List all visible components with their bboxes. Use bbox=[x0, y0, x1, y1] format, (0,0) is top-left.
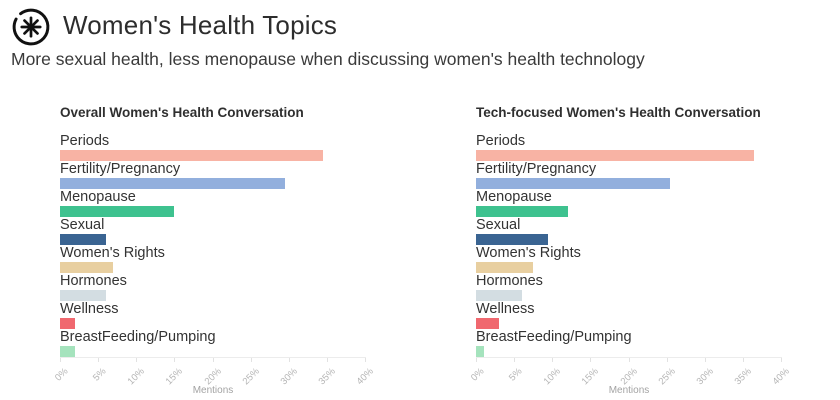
category-label: Periods bbox=[476, 133, 526, 149]
axis-tick-mark bbox=[667, 358, 668, 362]
bar bbox=[476, 262, 534, 273]
bar bbox=[60, 262, 114, 273]
axis-tick-mark bbox=[629, 358, 630, 362]
bar-row: Women's Rights bbox=[60, 245, 390, 273]
axis-tick-mark bbox=[514, 358, 515, 362]
axis-tick-label: 5% bbox=[507, 366, 525, 384]
axis-tick-mark bbox=[705, 358, 706, 362]
category-label: Hormones bbox=[476, 273, 543, 289]
bar bbox=[60, 206, 175, 217]
bar bbox=[476, 346, 484, 357]
bar-row: Menopause bbox=[60, 189, 390, 217]
bar-row: Wellness bbox=[476, 301, 806, 329]
category-label: Women's Rights bbox=[476, 245, 581, 261]
category-label: Fertility/Pregnancy bbox=[60, 161, 181, 177]
bar bbox=[60, 178, 285, 189]
bar-row: Menopause bbox=[476, 189, 806, 217]
axis-tick-label: 0% bbox=[53, 366, 71, 384]
category-label: BreastFeeding/Pumping bbox=[476, 329, 632, 345]
bar-row: Women's Rights bbox=[476, 245, 806, 273]
axis-tick-mark bbox=[327, 358, 328, 362]
bar-row: Sexual bbox=[60, 217, 390, 245]
axis-tick-mark bbox=[289, 358, 290, 362]
bar bbox=[476, 234, 549, 245]
chart-tech-focused: Tech-focused Women's Health Conversation… bbox=[469, 105, 806, 396]
axis-tick-mark bbox=[174, 358, 175, 362]
x-axis-label: Mentions bbox=[608, 385, 650, 396]
bar bbox=[476, 150, 755, 161]
category-label: Menopause bbox=[476, 189, 552, 205]
bar-row: Wellness bbox=[60, 301, 390, 329]
bar bbox=[60, 346, 76, 357]
x-axis: 0% 5% 10% 15% 20% 25% 30% 35% 40% bbox=[53, 357, 376, 387]
bar bbox=[60, 234, 106, 245]
asterisk-circle-logo-icon bbox=[10, 6, 52, 48]
page-title: Women's Health Topics bbox=[63, 10, 338, 40]
category-label: Women's Rights bbox=[60, 245, 165, 261]
bar-row: BreastFeeding/Pumping bbox=[476, 329, 806, 357]
chart-title-tech-focused: Tech-focused Women's Health Conversation bbox=[476, 105, 761, 120]
bar bbox=[60, 318, 76, 329]
bar bbox=[476, 290, 522, 301]
axis-tick-mark bbox=[590, 358, 591, 362]
axis-tick-mark bbox=[476, 358, 477, 362]
category-label: Menopause bbox=[60, 189, 136, 205]
axis-tick-mark bbox=[552, 358, 553, 362]
category-label: Wellness bbox=[476, 301, 535, 317]
bar-row: Fertility/Pregnancy bbox=[60, 161, 390, 189]
category-label: Wellness bbox=[60, 301, 119, 317]
bar-row: BreastFeeding/Pumping bbox=[60, 329, 390, 357]
category-label: Hormones bbox=[60, 273, 127, 289]
axis-tick-mark bbox=[213, 358, 214, 362]
category-label: Fertility/Pregnancy bbox=[476, 161, 597, 177]
axis-tick-mark bbox=[136, 358, 137, 362]
axis-tick-mark bbox=[60, 358, 61, 362]
chart-overall: Overall Women's Health Conversation Peri… bbox=[53, 105, 390, 396]
chart-title-overall: Overall Women's Health Conversation bbox=[60, 105, 304, 120]
axis-tick-mark bbox=[743, 358, 744, 362]
bar-row: Hormones bbox=[60, 273, 390, 301]
axis-tick-mark bbox=[365, 358, 366, 362]
bar-row: Fertility/Pregnancy bbox=[476, 161, 806, 189]
axis-tick-label: 0% bbox=[469, 366, 487, 384]
bar-row: Sexual bbox=[476, 217, 806, 245]
axis-tick-mark bbox=[251, 358, 252, 362]
bar bbox=[60, 150, 324, 161]
axis-tick-mark bbox=[781, 358, 782, 362]
axis-tick-mark bbox=[98, 358, 99, 362]
category-label: Periods bbox=[60, 133, 110, 149]
bar-row: Hormones bbox=[476, 273, 806, 301]
axis-tick-label: 5% bbox=[91, 366, 109, 384]
page-subtitle: More sexual health, less menopause when … bbox=[11, 49, 645, 69]
bar bbox=[60, 290, 106, 301]
category-label: Sexual bbox=[60, 217, 105, 233]
x-axis-label: Mentions bbox=[192, 385, 234, 396]
bar-rows: Periods Fertility/Pregnancy Menopause Sexua… bbox=[476, 133, 806, 357]
category-label: Sexual bbox=[476, 217, 521, 233]
bar-rows: Periods Fertility/Pregnancy Menopause Sexua… bbox=[60, 133, 390, 357]
category-label: BreastFeeding/Pumping bbox=[60, 329, 216, 345]
bar bbox=[476, 318, 499, 329]
x-axis: 0% 5% 10% 15% 20% 25% 30% 35% 40% bbox=[469, 357, 792, 387]
bar bbox=[476, 206, 568, 217]
bar-row: Periods bbox=[60, 133, 390, 161]
bar-row: Periods bbox=[476, 133, 806, 161]
bar bbox=[476, 178, 671, 189]
